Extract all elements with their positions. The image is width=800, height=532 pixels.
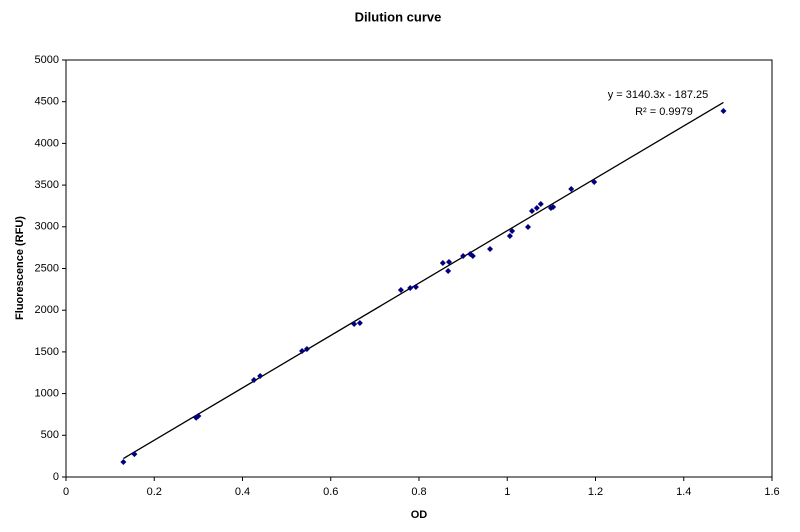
data-point: [506, 232, 513, 239]
y-tick-label: 2500: [35, 262, 59, 274]
y-tick-label: 1000: [35, 388, 59, 400]
data-point: [131, 451, 138, 458]
x-tick-label: 1.2: [588, 486, 603, 498]
data-point: [412, 284, 419, 291]
data-point: [537, 201, 544, 208]
data-point: [524, 223, 531, 230]
chart-title: Dilution curve: [355, 9, 442, 24]
y-axis-title: Fluorescence (RFU): [14, 216, 26, 320]
trendline-equation: y = 3140.3x - 187.25: [608, 89, 709, 101]
data-point: [120, 458, 127, 465]
x-tick-label: 0.6: [323, 486, 338, 498]
data-point: [469, 252, 476, 259]
x-tick-label: 1.4: [676, 486, 691, 498]
data-point: [397, 287, 404, 294]
x-tick-label: 1.6: [764, 486, 779, 498]
data-point: [487, 245, 494, 252]
trendline: [123, 101, 724, 460]
data-point: [439, 259, 446, 266]
data-point: [533, 205, 540, 212]
y-tick-label: 4000: [35, 137, 59, 149]
data-point: [351, 320, 358, 327]
data-point: [303, 345, 310, 352]
trendline-r-squared: R² = 0.9979: [635, 106, 693, 118]
data-point: [356, 319, 363, 326]
data-point: [591, 179, 598, 186]
data-point: [446, 258, 453, 265]
y-tick-label: 3500: [35, 179, 59, 191]
data-point: [528, 207, 535, 214]
y-tick-label: 1500: [35, 346, 59, 358]
y-tick-label: 4500: [35, 96, 59, 108]
plot-area: [65, 59, 773, 478]
x-tick-label: 0.8: [411, 486, 426, 498]
data-point: [568, 186, 575, 193]
x-tick-label: 0: [63, 486, 69, 498]
data-point: [720, 108, 727, 115]
data-point: [407, 285, 414, 292]
data-point: [250, 377, 257, 384]
data-point: [445, 268, 452, 275]
x-tick-label: 0.4: [235, 486, 250, 498]
y-tick-label: 2000: [35, 304, 59, 316]
data-point: [257, 373, 264, 380]
data-point: [299, 347, 306, 354]
x-tick-label: 0.2: [147, 486, 162, 498]
x-tick-label: 1: [504, 486, 510, 498]
data-point: [460, 252, 467, 259]
y-tick-label: 5000: [35, 54, 59, 66]
y-tick-label: 500: [41, 429, 59, 441]
x-axis-title: OD: [411, 509, 428, 521]
data-point: [550, 204, 557, 211]
y-tick-label: 3000: [35, 221, 59, 233]
data-point: [195, 413, 202, 420]
data-point: [509, 227, 516, 234]
y-tick-label: 0: [53, 471, 59, 483]
